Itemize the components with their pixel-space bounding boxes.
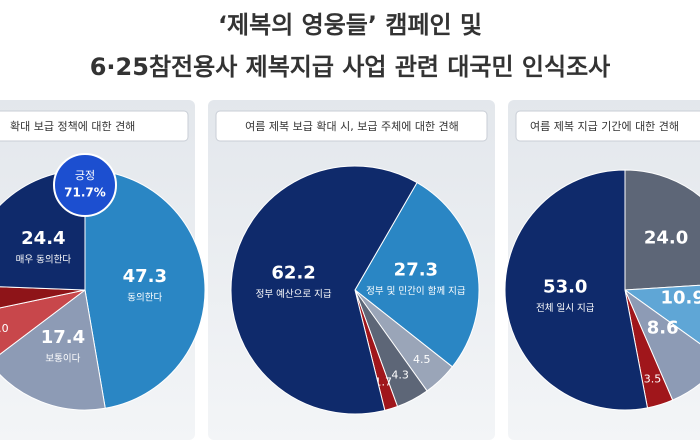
- pie-slice: [354, 181, 480, 368]
- data-label: 3.5: [644, 372, 662, 385]
- data-label: 7.0: [0, 322, 9, 335]
- badge-value: 71.7%: [64, 186, 106, 200]
- panel-header: [0, 110, 189, 142]
- panel-title: 여름 제복 보급 확대 시, 보급 주체에 대한 견해: [245, 119, 459, 133]
- data-label: 24.0: [644, 227, 688, 248]
- pie-slice: [0, 289, 106, 411]
- panel-title: 확대 보급 정책에 대한 견해: [10, 119, 135, 133]
- badge-title: 긍정: [75, 169, 95, 182]
- pie-slice: [84, 169, 206, 409]
- data-label: 17.4: [41, 327, 85, 348]
- data-label: 24.4: [21, 228, 65, 249]
- slice-label: 동의한다: [127, 292, 162, 303]
- pie-slice: [0, 286, 86, 309]
- panel-title: 여름 제복 지급 기간에 대한 견해: [530, 119, 679, 133]
- data-label: 10.9: [660, 288, 700, 309]
- pie-slice: [624, 169, 700, 291]
- pie-slice: [504, 169, 649, 411]
- slice-label: 전체 일시 지급: [536, 303, 595, 314]
- slice-label: 보통이다: [45, 353, 80, 364]
- pie-slice: [230, 165, 418, 415]
- slice-label: 정부 예산으로 지급: [256, 289, 332, 300]
- slice-label: 매우 동의한다: [16, 254, 72, 265]
- data-label: 62.2: [271, 262, 315, 283]
- panel-header: [215, 110, 488, 142]
- data-label: 8.6: [647, 318, 679, 339]
- title-line-1: ‘제복의 영웅들’ 캠페인 및: [218, 11, 482, 39]
- data-label: 4.3: [391, 369, 409, 382]
- title-line-2: 6·25참전용사 제복지급 사업 관련 대국민 인식조사: [90, 53, 611, 81]
- data-label: 53.0: [543, 277, 587, 298]
- pie-slice: [0, 289, 86, 355]
- data-label: 4.5: [413, 353, 431, 366]
- data-label: 27.3: [394, 259, 438, 280]
- slice-label: 정부 및 민간이 함께 지급: [366, 285, 466, 297]
- badge: [53, 153, 117, 217]
- data-label: 47.3: [123, 266, 167, 287]
- pie-slice: [623, 284, 700, 345]
- panel-header: [515, 110, 700, 142]
